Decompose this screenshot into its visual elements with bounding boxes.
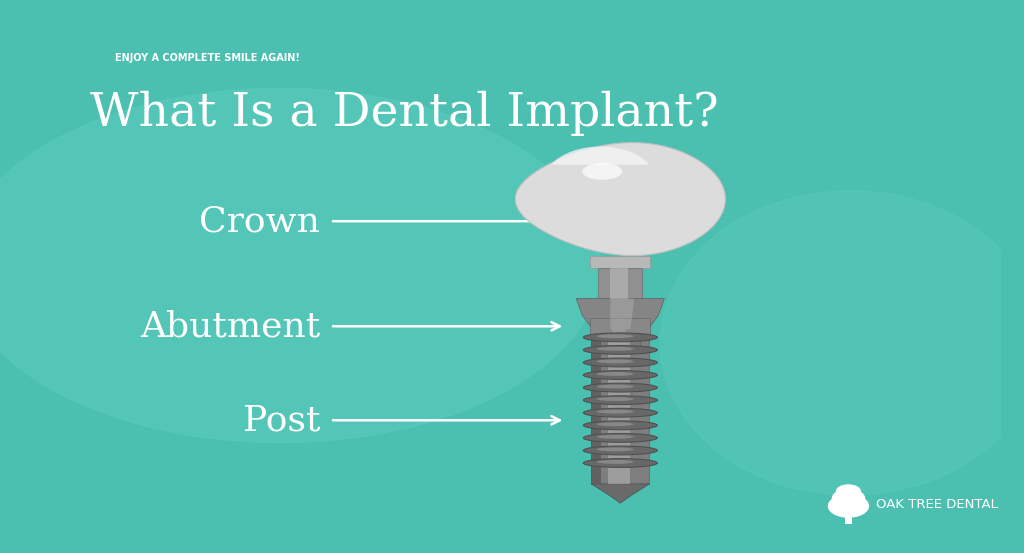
- Ellipse shape: [584, 396, 657, 405]
- Ellipse shape: [584, 421, 657, 430]
- Ellipse shape: [597, 372, 634, 376]
- Ellipse shape: [584, 434, 657, 442]
- Text: OAK TREE DENTAL: OAK TREE DENTAL: [877, 498, 998, 512]
- Bar: [845, 512, 852, 524]
- Ellipse shape: [597, 410, 634, 414]
- Circle shape: [0, 88, 600, 442]
- Polygon shape: [551, 147, 649, 165]
- Ellipse shape: [584, 408, 657, 417]
- Bar: [590, 256, 650, 268]
- Text: ENJOY A COMPLETE SMILE AGAIN!: ENJOY A COMPLETE SMILE AGAIN!: [115, 53, 300, 63]
- Bar: [600, 329, 640, 351]
- Ellipse shape: [597, 359, 634, 363]
- Ellipse shape: [584, 346, 657, 354]
- Ellipse shape: [597, 422, 634, 426]
- Ellipse shape: [584, 371, 657, 379]
- Ellipse shape: [597, 435, 634, 439]
- Bar: [591, 329, 601, 484]
- Polygon shape: [591, 484, 649, 503]
- Bar: [598, 268, 642, 299]
- Circle shape: [837, 485, 860, 498]
- Bar: [612, 329, 627, 351]
- Ellipse shape: [584, 458, 657, 467]
- Ellipse shape: [597, 447, 634, 451]
- Ellipse shape: [597, 397, 634, 401]
- Ellipse shape: [597, 334, 634, 338]
- Ellipse shape: [597, 384, 634, 388]
- Ellipse shape: [660, 191, 1024, 495]
- Circle shape: [833, 489, 864, 507]
- Bar: [610, 268, 629, 299]
- Ellipse shape: [584, 358, 657, 367]
- Polygon shape: [577, 299, 665, 329]
- Text: Abutment: Abutment: [140, 309, 321, 343]
- Polygon shape: [515, 143, 725, 255]
- Circle shape: [828, 495, 868, 517]
- Ellipse shape: [584, 383, 657, 392]
- Ellipse shape: [597, 347, 634, 351]
- Bar: [608, 329, 631, 484]
- Text: Post: Post: [243, 403, 321, 437]
- Ellipse shape: [584, 333, 657, 342]
- Text: Crown: Crown: [200, 204, 321, 238]
- Ellipse shape: [597, 460, 634, 464]
- Bar: [590, 318, 650, 337]
- Polygon shape: [610, 299, 634, 329]
- Bar: [591, 329, 649, 484]
- Ellipse shape: [583, 163, 623, 180]
- Text: What Is a Dental Implant?: What Is a Dental Implant?: [90, 91, 719, 136]
- Ellipse shape: [584, 446, 657, 455]
